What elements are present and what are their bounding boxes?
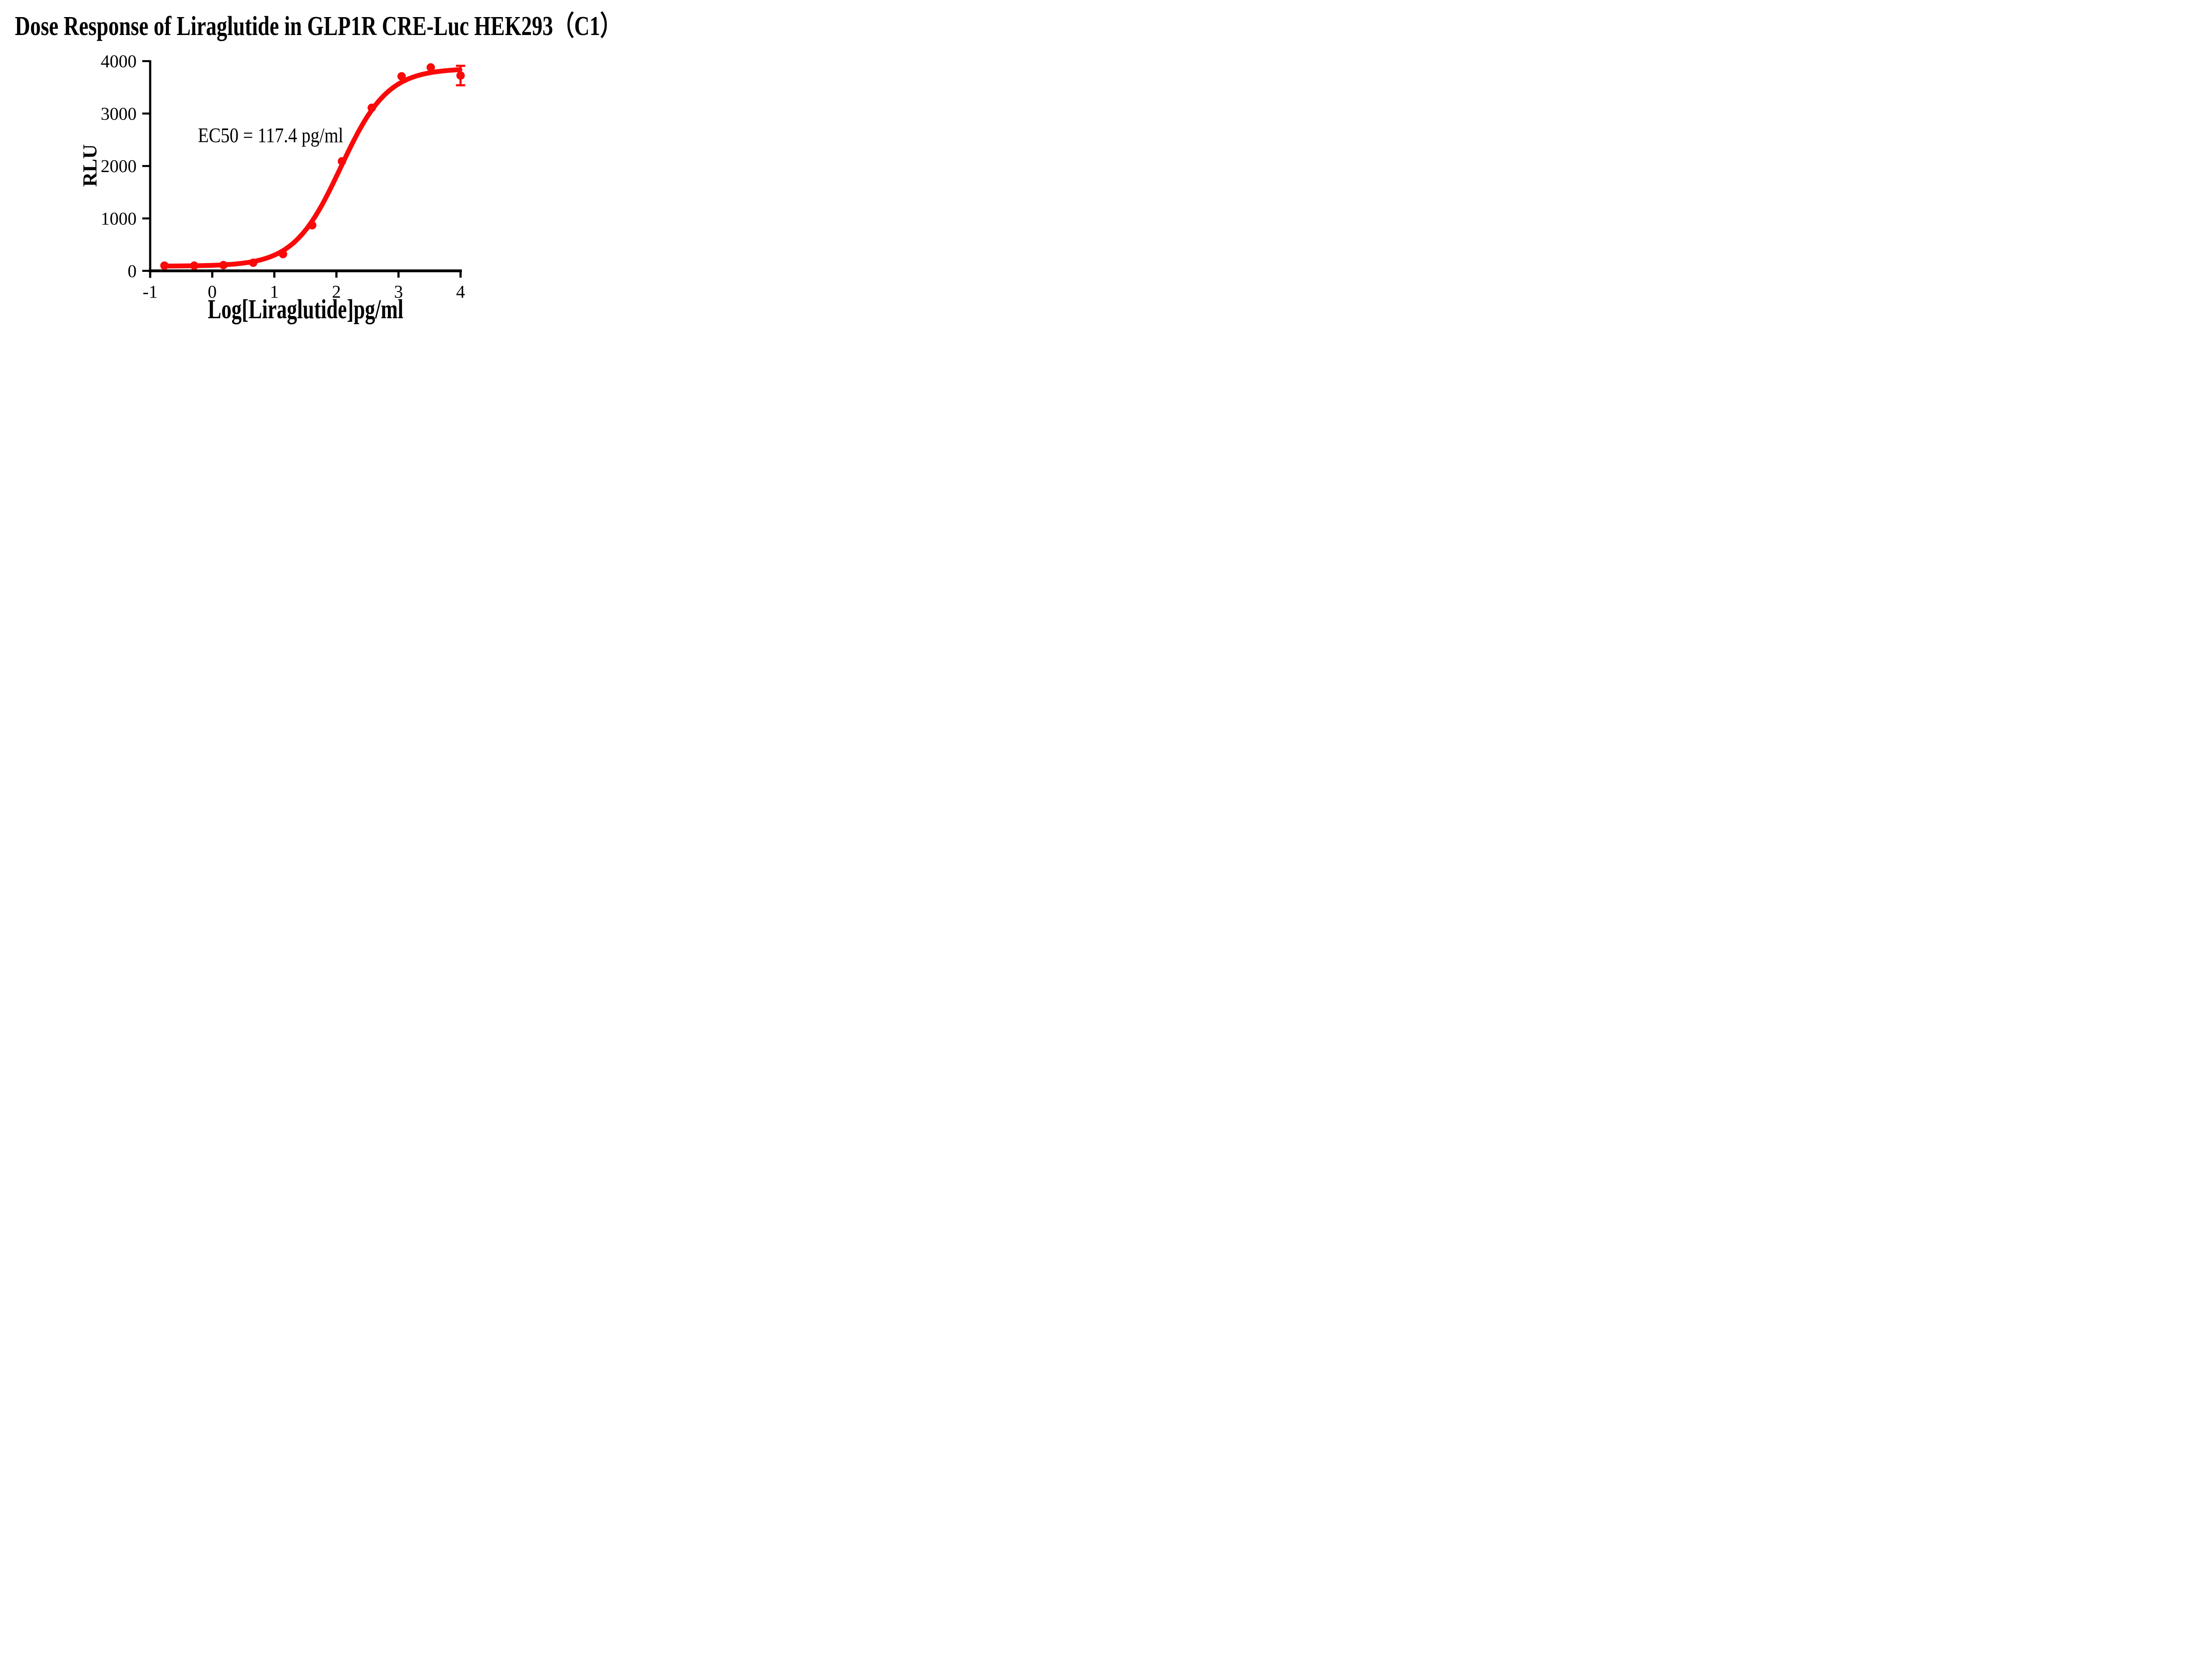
y-tick-label: 2000	[101, 156, 137, 176]
ec50-annotation: EC50 = 117.4 pg/ml	[198, 124, 344, 147]
y-tick-label: 1000	[101, 208, 137, 228]
x-tick-label: -1	[143, 281, 158, 302]
data-point-marker	[338, 157, 346, 166]
y-tick-label: 3000	[101, 103, 137, 123]
x-tick-label: 3	[394, 281, 403, 302]
data-point-marker	[308, 221, 317, 230]
x-tick-label: 2	[332, 281, 341, 302]
x-tick-label: 1	[270, 281, 279, 302]
data-point-marker	[278, 250, 288, 259]
data-point-marker	[219, 261, 228, 270]
chart-title: Dose Response of Liraglutide in GLP1R CR…	[15, 11, 622, 41]
plot-area: 0 1000 2000 3000 4000 -1 0 1 2 3 4	[101, 51, 465, 302]
dose-response-chart-page: { "title": "Dose Response of Liraglutide…	[0, 0, 621, 336]
y-tick-label: 0	[128, 261, 137, 281]
y-tick-label: 4000	[101, 51, 137, 71]
fit-curve	[162, 67, 463, 269]
data-point-marker	[249, 258, 257, 267]
data-point-marker	[456, 71, 465, 80]
data-point-marker	[397, 72, 406, 81]
x-tick-label: 4	[456, 281, 465, 302]
data-points	[160, 63, 465, 270]
data-point-marker	[190, 261, 199, 270]
x-tick-label: 0	[208, 281, 217, 302]
data-point-marker	[426, 63, 435, 72]
data-point-marker	[367, 103, 376, 112]
x-axis-title-wrap: Log[Liraglutide]pg/ml	[150, 294, 461, 325]
axes: 0 1000 2000 3000 4000 -1 0 1 2 3 4	[101, 51, 465, 302]
sigmoid-curve	[162, 67, 463, 269]
x-axis-title: Log[Liraglutide]pg/ml	[208, 295, 403, 324]
data-point-marker	[160, 261, 169, 270]
